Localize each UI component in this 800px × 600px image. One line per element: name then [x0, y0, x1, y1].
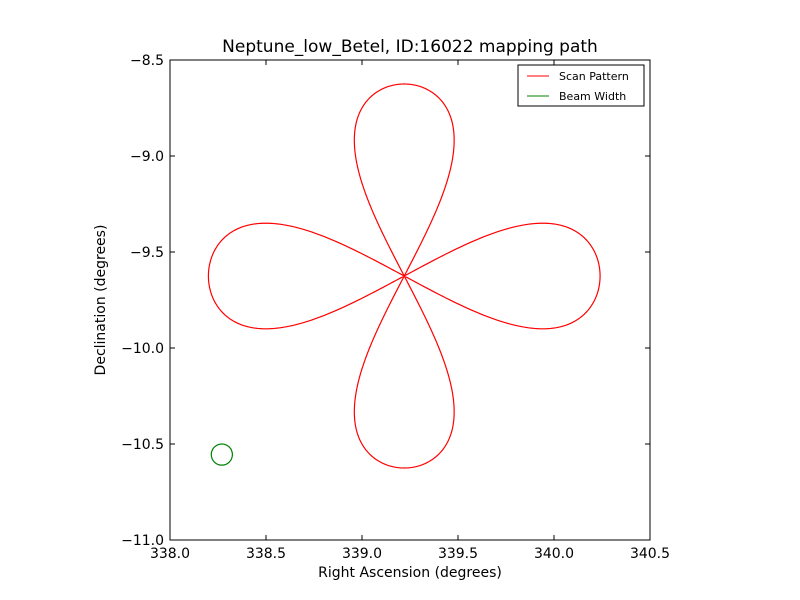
legend: Scan Pattern Beam Width	[517, 64, 645, 107]
scan-pattern-loop-south	[353, 275, 455, 469]
y-tick-label: −9.5	[130, 245, 164, 261]
y-tick-label: −10.5	[121, 437, 164, 453]
y-tick-label: −9.0	[130, 149, 164, 165]
plot-background	[170, 60, 650, 540]
x-axis-title: Right Ascension (degrees)	[318, 565, 502, 581]
plot-area: 338.0 338.5 339.0 339.5 340.0 340.5 −8.5 −9.0 −9…	[121, 53, 670, 562]
scan-pattern-loop-west	[207, 222, 405, 330]
y-axis-title: Declination (degrees)	[93, 225, 109, 376]
legend-label-beam-width: Beam Width	[559, 90, 626, 103]
y-tick-label: −11.0	[121, 533, 164, 549]
x-tick-label: 338.5	[246, 546, 286, 562]
ticks-layer: 338.0 338.5 339.0 339.5 340.0 340.5 −8.5 −9.0 −9…	[121, 53, 670, 562]
x-tick-label: 340.0	[534, 546, 574, 562]
scan-pattern-loop-north	[353, 83, 455, 277]
chart-title: Neptune_low_Betel, ID:16022 mapping path	[222, 37, 598, 57]
beam-width-circle	[210, 443, 233, 466]
y-tick-label: −8.5	[130, 53, 164, 69]
legend-frame	[517, 64, 645, 107]
x-tick-label: 339.0	[342, 546, 382, 562]
series-layer	[207, 83, 601, 469]
plot-frame	[169, 59, 651, 541]
x-tick-label: 340.5	[630, 546, 670, 562]
legend-label-scan-pattern: Scan Pattern	[559, 70, 629, 83]
scan-pattern-loop-east	[403, 222, 601, 330]
y-tick-label: −10.0	[121, 341, 164, 357]
x-tick-label: 339.5	[438, 546, 478, 562]
x-tick-label: 338.0	[150, 546, 190, 562]
